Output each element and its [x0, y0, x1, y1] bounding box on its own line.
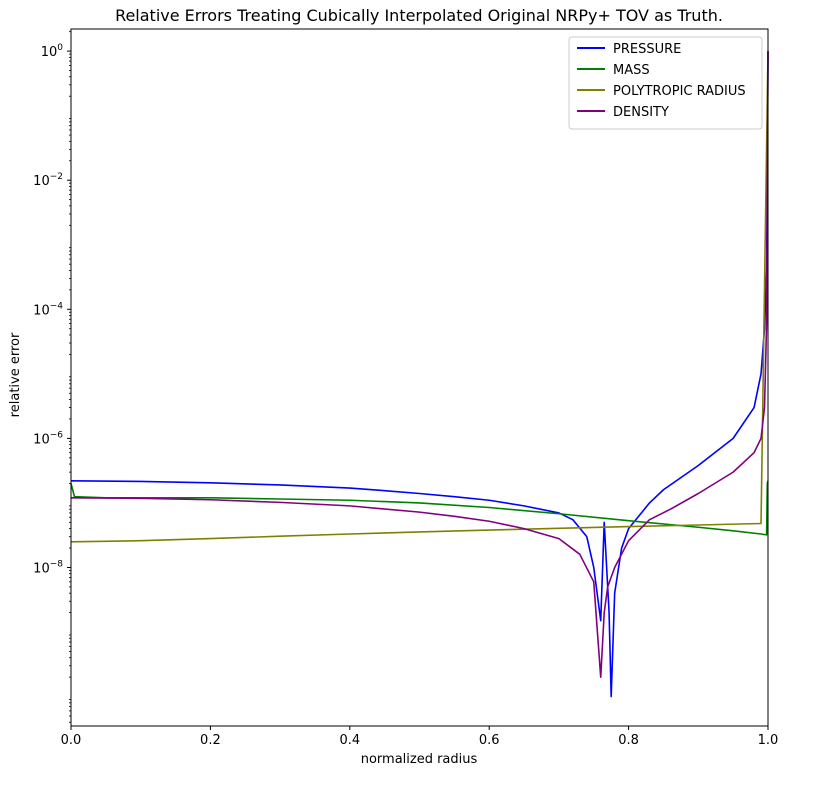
x-tick-label: 0.2	[200, 733, 221, 748]
y-tick-exponent: 0	[57, 43, 63, 53]
y-tick-exponent: −8	[50, 559, 64, 569]
series-line-pressure	[70, 51, 769, 698]
legend: PRESSURE MASS POLYTROPIC RADIUS DENSITY	[568, 36, 763, 130]
y-tick-label: 10−2	[33, 172, 63, 189]
y-tick-label: 10−8	[33, 559, 63, 576]
x-tick-label: 0.8	[618, 733, 639, 748]
legend-box	[568, 36, 763, 130]
x-tick-label: 0.6	[479, 733, 500, 748]
y-tick-base: 10	[33, 432, 50, 447]
y-tick-label: 10−4	[33, 301, 63, 318]
x-tick-label: 0.0	[61, 733, 82, 748]
x-tick-label: 0.4	[339, 733, 360, 748]
y-tick-exponent: −6	[50, 430, 64, 440]
chart-title: Relative Errors Treating Cubically Inter…	[115, 6, 723, 25]
series-line-polytropic-radius	[70, 51, 769, 543]
y-tick-base: 10	[41, 45, 58, 60]
y-tick-base: 10	[33, 174, 50, 189]
plot-frame	[70, 28, 769, 727]
y-tick-exponent: −4	[50, 301, 64, 311]
x-tick-label: 1.0	[758, 733, 779, 748]
series-layer	[70, 51, 769, 698]
y-tick-base: 10	[33, 561, 50, 576]
legend-label: POLYTROPIC RADIUS	[613, 84, 746, 99]
legend-label: DENSITY	[613, 105, 669, 120]
y-axis-label: relative error	[8, 332, 23, 417]
y-tick-base: 10	[33, 303, 50, 318]
series-line-density	[70, 51, 769, 678]
x-axis: 0.0 0.2 0.4 0.6 0.8 1.0	[61, 726, 779, 748]
legend-label: PRESSURE	[613, 42, 681, 57]
legend-label: MASS	[613, 63, 650, 78]
y-tick-label: 10−6	[33, 430, 63, 447]
y-tick-exponent: −2	[50, 172, 63, 182]
y-tick-label: 100	[41, 43, 64, 60]
x-axis-label: normalized radius	[361, 752, 478, 767]
